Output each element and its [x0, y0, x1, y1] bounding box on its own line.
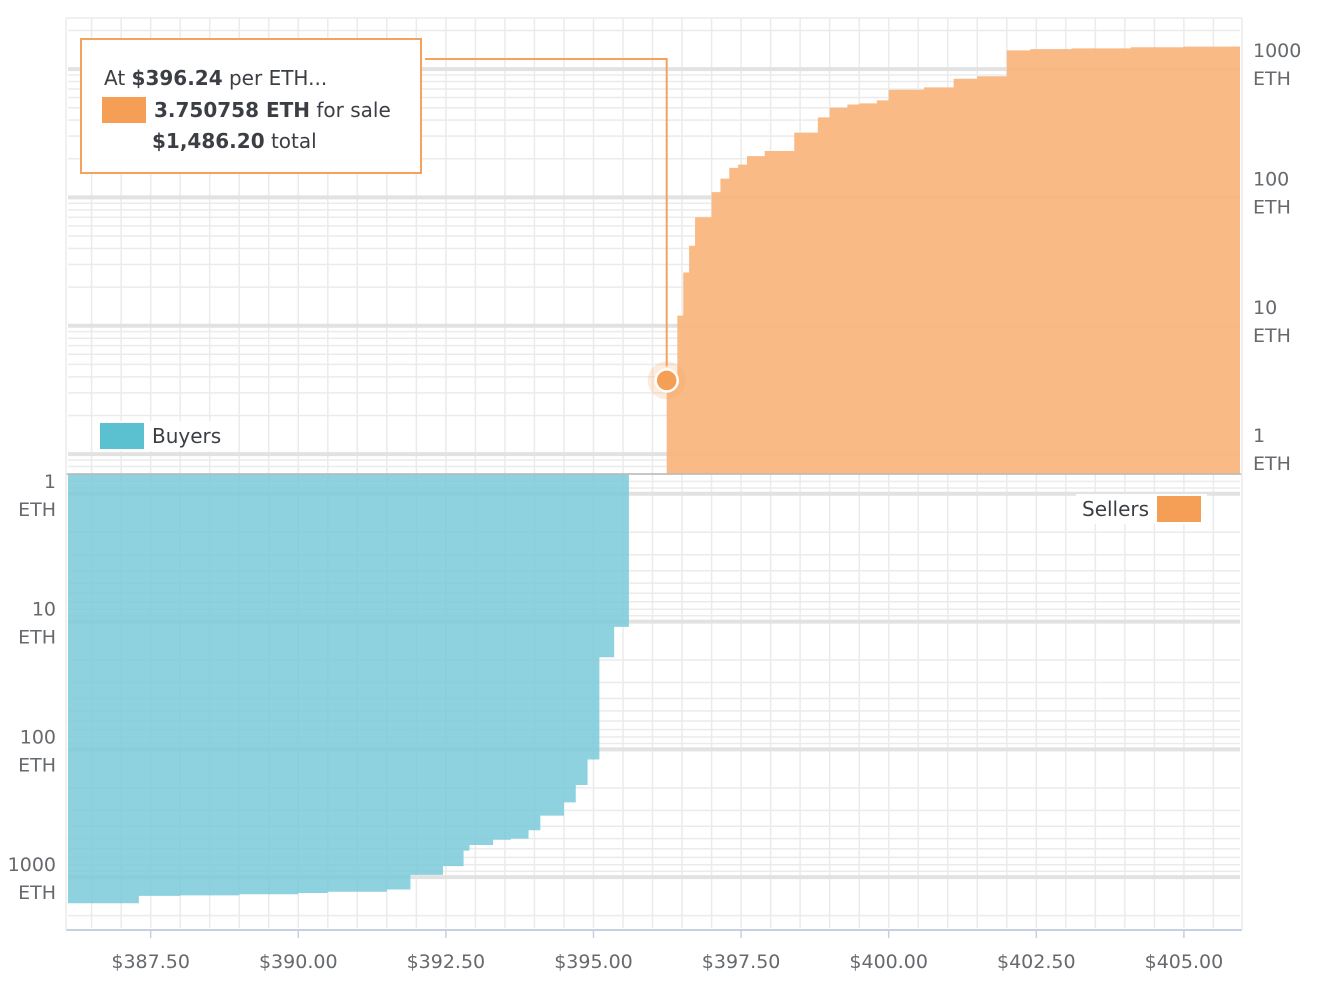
y-left-tick-unit: ETH — [18, 754, 56, 776]
tooltip-amount-line: 3.750758 ETH for sale — [102, 97, 391, 123]
depth-areas — [68, 46, 1240, 905]
x-tick-label: $405.00 — [1145, 951, 1224, 973]
legend-buyers-label: Buyers — [152, 424, 222, 448]
tooltip-amount: 3.750758 ETH — [154, 98, 311, 122]
y-right-tick-label: 10 — [1253, 297, 1277, 319]
y-right-tick-unit: ETH — [1253, 68, 1291, 90]
x-tick-label: $397.50 — [702, 951, 781, 973]
tooltip-leader-line — [425, 58, 668, 367]
x-tick-label: $390.00 — [259, 951, 338, 973]
legend-buyers[interactable]: Buyers — [94, 421, 228, 451]
sellers-area — [666, 46, 1240, 474]
price-tooltip: At $396.24 per ETH... 3.750758 ETH for s… — [80, 38, 422, 174]
y-right-tick-label: 1000 — [1253, 40, 1301, 62]
hover-marker — [425, 58, 686, 400]
tooltip-total-suffix: total — [270, 129, 317, 153]
tooltip-price-line: At $396.24 per ETH... — [104, 66, 327, 90]
tooltip-price: $396.24 — [131, 66, 223, 90]
y-left-tick-label: 10 — [32, 599, 56, 621]
y-left-tick-unit: ETH — [18, 499, 56, 521]
legend-sellers[interactable]: Sellers — [1076, 494, 1208, 524]
y-right-tick-unit: ETH — [1253, 453, 1291, 475]
y-right-tick-unit: ETH — [1253, 325, 1291, 347]
legend-buyers-swatch — [100, 423, 144, 449]
x-tick-label: $387.50 — [111, 951, 190, 973]
buyers-area — [68, 474, 635, 905]
y-left-tick-label: 1000 — [8, 854, 56, 876]
chart-frame — [65, 17, 1243, 931]
tooltip-price-suffix: per ETH... — [228, 66, 328, 90]
hover-point — [654, 368, 679, 393]
tooltip-amount-suffix: for sale — [316, 98, 391, 122]
axes: $387.50 $390.00 $392.50 $395.00 $397.50 $400.… — [8, 40, 1302, 973]
y-left-tick-label: 100 — [20, 726, 56, 748]
legend-sellers-swatch — [1157, 496, 1202, 522]
x-tick-label: $400.00 — [849, 951, 928, 973]
x-tick-label: $395.00 — [554, 951, 633, 973]
legend-sellers-label: Sellers — [1082, 497, 1150, 521]
tooltip-total: $1,486.20 — [152, 129, 265, 153]
y-left-tick-unit: ETH — [18, 627, 56, 649]
y-right-tick-label: 100 — [1253, 168, 1289, 190]
y-left-tick-unit: ETH — [18, 882, 56, 904]
tooltip-total-line: $1,486.20 total — [152, 129, 317, 153]
x-tick-label: $402.50 — [997, 951, 1076, 973]
tooltip-sellers-swatch — [102, 97, 146, 123]
y-right-tick-label: 1 — [1253, 425, 1265, 447]
x-tick-label: $392.50 — [407, 951, 486, 973]
y-right-tick-unit: ETH — [1253, 196, 1291, 218]
tooltip-prefix: At — [104, 66, 126, 90]
y-left-tick-label: 1 — [44, 471, 56, 493]
